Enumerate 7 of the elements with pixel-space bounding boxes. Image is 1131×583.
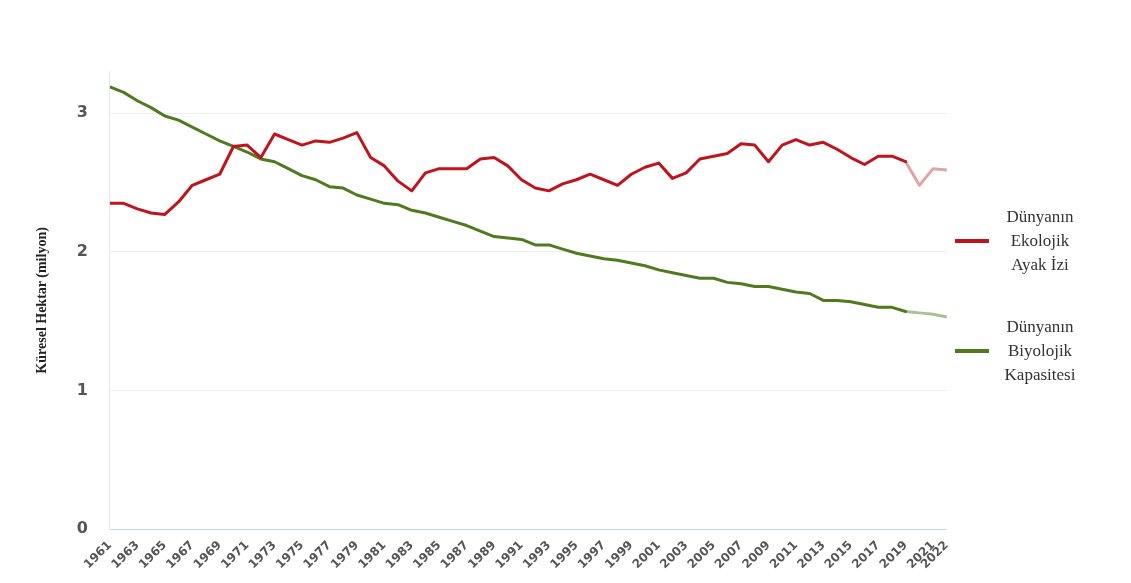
y-tick-label: 0: [76, 518, 88, 538]
y-tick-label: 2: [76, 241, 88, 261]
y-axis-title: Küresel Hektar (milyon): [34, 226, 51, 374]
y-tick-label: 1: [76, 379, 88, 399]
y-tick-label: 3: [76, 102, 88, 122]
legend-label: Dünyanın Biyolojik Kapasitesi: [1003, 316, 1077, 386]
legend-label: Dünyanın Ekolojik Ayak İzi: [1005, 206, 1075, 276]
